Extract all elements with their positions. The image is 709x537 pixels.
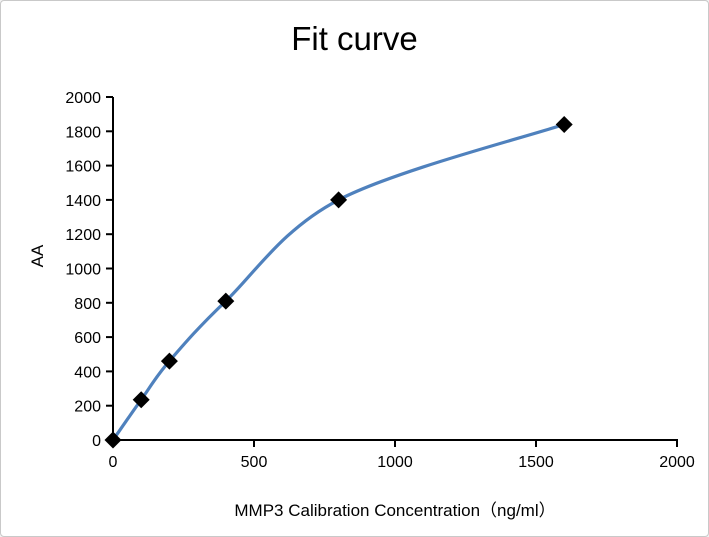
x-tick-label: 500	[241, 454, 268, 471]
data-point-marker	[104, 431, 122, 449]
data-point-marker	[217, 292, 235, 310]
y-tick-label: 600	[74, 330, 101, 347]
fit-curve-line	[111, 122, 566, 442]
y-tick-label: 1400	[65, 193, 101, 210]
x-axis-title: MMP3 Calibration Concentration（ng/ml）	[234, 501, 556, 520]
y-tick-label: 1200	[65, 227, 101, 244]
data-point-marker	[555, 115, 573, 133]
y-tick-label: 2000	[65, 90, 101, 107]
x-tick-label: 1000	[377, 454, 413, 471]
y-tick-label: 1000	[65, 262, 101, 279]
x-tick-label: 2000	[659, 454, 695, 471]
y-tick-label: 200	[74, 399, 101, 416]
data-point-marker	[160, 352, 178, 370]
data-point-marker	[132, 391, 150, 409]
y-tick-label: 1600	[65, 159, 101, 176]
y-tick-label: 0	[92, 433, 101, 450]
y-tick-label: 400	[74, 364, 101, 381]
y-tick-label: 1800	[65, 124, 101, 141]
data-point-marker	[330, 191, 348, 209]
chart-title: Fit curve	[291, 20, 418, 57]
y-tick-label: 800	[74, 296, 101, 313]
x-tick-label: 0	[109, 454, 118, 471]
x-tick-label: 1500	[518, 454, 554, 471]
